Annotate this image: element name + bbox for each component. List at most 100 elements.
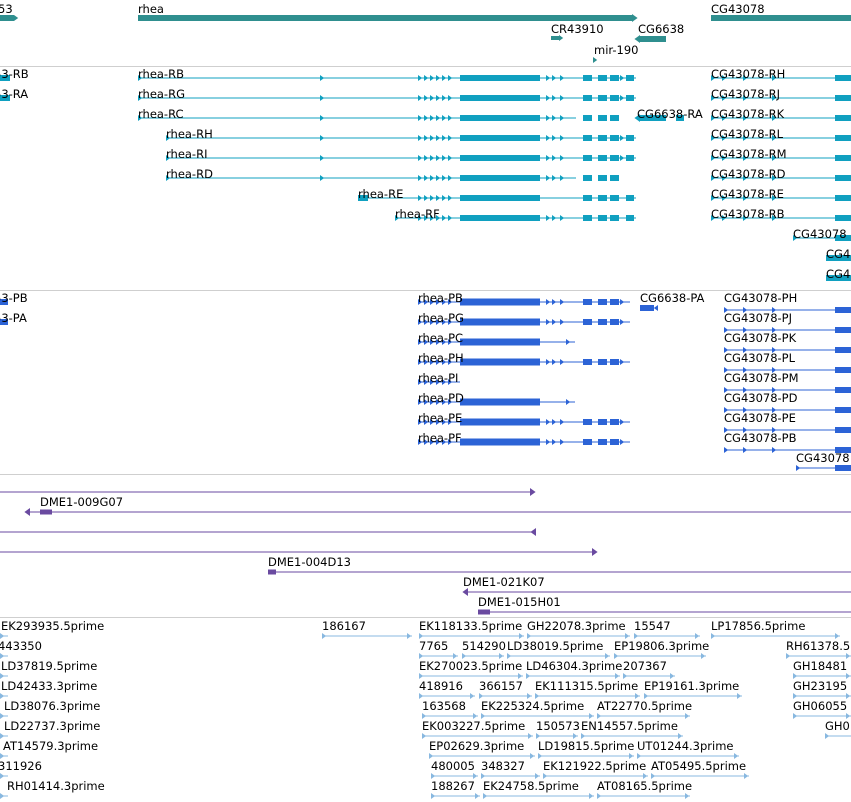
est-label[interactable]: RH61378.5 bbox=[786, 639, 851, 653]
transcript-label[interactable]: rhea-RI bbox=[166, 147, 208, 161]
est-label[interactable]: 186167 bbox=[322, 619, 366, 633]
est-label[interactable]: EK118133.5prime bbox=[419, 619, 523, 633]
transcript-label[interactable]: rhea-RG bbox=[138, 87, 185, 101]
cds-label[interactable]: rhea-PH bbox=[418, 351, 464, 365]
est-label[interactable]: AT22770.5prime bbox=[597, 699, 693, 713]
est-label[interactable]: LD37819.5prime bbox=[1, 659, 98, 673]
cds-label[interactable]: 53-PB bbox=[0, 291, 28, 305]
cds-label[interactable]: 53-PA bbox=[0, 311, 27, 325]
est-label[interactable]: 443350 bbox=[0, 639, 42, 653]
cds-label[interactable]: CG43078-PD bbox=[724, 391, 798, 405]
est-label[interactable]: LD38019.5prime bbox=[507, 639, 604, 653]
est-label[interactable]: GH0 bbox=[825, 719, 850, 733]
cds-label[interactable]: rhea-PC bbox=[418, 331, 464, 345]
est-label[interactable]: GH18481 bbox=[793, 659, 848, 673]
transcript-label[interactable]: rhea-RE bbox=[358, 187, 404, 201]
est-label[interactable]: AT14579.3prime bbox=[3, 739, 99, 753]
est-label[interactable]: EK24758.5prime bbox=[483, 779, 579, 793]
est-label[interactable]: AT08165.5prime bbox=[597, 779, 693, 793]
est-label[interactable]: UT01244.3prime bbox=[637, 739, 734, 753]
transcript-label[interactable]: 53-RA bbox=[0, 87, 29, 101]
est-label[interactable]: 480005 bbox=[431, 759, 475, 773]
cds-label[interactable]: rhea-PD bbox=[418, 391, 464, 405]
transcript-label[interactable]: CG43078-RL bbox=[711, 127, 784, 141]
cds-label[interactable]: CG43078 bbox=[796, 451, 850, 465]
transcript-label[interactable]: rhea-RD bbox=[166, 167, 213, 181]
est-label[interactable]: EP19806.3prime bbox=[614, 639, 710, 653]
transcript-label[interactable]: CG43078-RD bbox=[711, 167, 786, 181]
gene-label[interactable]: 53 bbox=[0, 2, 13, 16]
cds-label[interactable]: rhea-PI bbox=[418, 371, 459, 385]
cds-label[interactable]: CG43078-PK bbox=[724, 331, 797, 345]
cds-label[interactable]: rhea-PF bbox=[418, 431, 462, 445]
est-label[interactable]: LD42433.3prime bbox=[1, 679, 98, 693]
est-label[interactable]: 163568 bbox=[422, 699, 466, 713]
cds-label[interactable]: CG43078-PL bbox=[724, 351, 796, 365]
transcript-label[interactable]: rhea-RH bbox=[166, 127, 213, 141]
est-label[interactable]: EP02629.3prime bbox=[429, 739, 525, 753]
est-label[interactable]: LP17856.5prime bbox=[711, 619, 806, 633]
gene-label[interactable]: CG43078 bbox=[711, 2, 765, 16]
cds-label[interactable]: CG43078-PB bbox=[724, 431, 797, 445]
est-label[interactable]: LD22737.3prime bbox=[4, 719, 101, 733]
transcript-label[interactable]: CG43078-RB bbox=[711, 207, 785, 221]
cds-label[interactable]: CG6638-PA bbox=[640, 291, 705, 305]
transcript-label[interactable]: CG4 bbox=[826, 267, 851, 281]
est-label[interactable]: EK270023.5prime bbox=[419, 659, 523, 673]
transcript-label[interactable]: rhea-RC bbox=[138, 107, 184, 121]
gene-label[interactable]: mir-190 bbox=[594, 43, 639, 57]
transcript-label[interactable]: CG43078-RK bbox=[711, 107, 785, 121]
cds-label[interactable]: rhea-PG bbox=[418, 311, 464, 325]
est-label[interactable]: EK293935.5prime bbox=[1, 619, 105, 633]
est-label[interactable]: LD38076.3prime bbox=[4, 699, 101, 713]
cds-label[interactable]: rhea-PE bbox=[418, 411, 463, 425]
transcript-label[interactable]: CG43078-RJ bbox=[711, 87, 781, 101]
est-label[interactable]: AT05495.5prime bbox=[651, 759, 747, 773]
est-label[interactable]: EK003227.5prime bbox=[422, 719, 526, 733]
gene-label[interactable]: CR43910 bbox=[551, 22, 604, 36]
est-label[interactable]: 7765 bbox=[419, 639, 449, 653]
cds-label[interactable]: CG43078-PH bbox=[724, 291, 798, 305]
transcript-label[interactable]: CG43078-RM bbox=[711, 147, 787, 161]
transcript-label[interactable]: CG43078-RE bbox=[711, 187, 784, 201]
gene-label[interactable]: CG6638 bbox=[638, 22, 685, 36]
est-label[interactable]: EP19161.3prime bbox=[644, 679, 740, 693]
est-label[interactable]: 188267 bbox=[431, 779, 475, 793]
strand-arrow-right-icon bbox=[0, 793, 5, 799]
cds-label[interactable]: CG43078-PE bbox=[724, 411, 796, 425]
est-label[interactable]: 514290 bbox=[462, 639, 506, 653]
transcript-label[interactable]: 53-RB bbox=[0, 67, 29, 81]
transcript-label[interactable]: CG43078-RH bbox=[711, 67, 786, 81]
transcript-label[interactable]: CG43078 bbox=[793, 227, 847, 241]
est-label[interactable]: EK225324.5prime bbox=[481, 699, 585, 713]
est-label[interactable]: 366157 bbox=[479, 679, 523, 693]
strand-arrow-right-icon bbox=[552, 215, 557, 221]
transcript-label[interactable]: CG4 bbox=[826, 247, 851, 261]
transcript-label[interactable]: rhea-RB bbox=[138, 67, 184, 81]
est-label[interactable]: LD46304.3prime bbox=[526, 659, 623, 673]
est-label[interactable]: RH01414.3prime bbox=[7, 779, 105, 793]
bac-label[interactable]: DME1-015H01 bbox=[478, 595, 561, 609]
est-label[interactable]: 311926 bbox=[0, 759, 42, 773]
bac-label[interactable]: DME1-004D13 bbox=[268, 555, 351, 569]
est-label[interactable]: GH22078.3prime bbox=[527, 619, 626, 633]
cds-label[interactable]: CG43078-PJ bbox=[724, 311, 793, 325]
est-label[interactable]: EK111315.5prime bbox=[535, 679, 639, 693]
est-label[interactable]: 15547 bbox=[634, 619, 671, 633]
cds-label[interactable]: CG43078-PM bbox=[724, 371, 799, 385]
est-label[interactable]: 348327 bbox=[481, 759, 525, 773]
bac-label[interactable]: DME1-009G07 bbox=[40, 495, 124, 509]
est-label[interactable]: EN14557.5prime bbox=[581, 719, 678, 733]
bac-label[interactable]: DME1-021K07 bbox=[463, 575, 545, 589]
est-label[interactable]: GH06055 bbox=[793, 699, 848, 713]
gene-label[interactable]: rhea bbox=[138, 2, 164, 16]
est-label[interactable]: 150573 bbox=[536, 719, 580, 733]
transcript-label[interactable]: CG6638-RA bbox=[637, 107, 703, 121]
transcript-label[interactable]: rhea-RF bbox=[395, 207, 440, 221]
est-label[interactable]: 418916 bbox=[419, 679, 463, 693]
est-label[interactable]: GH23195 bbox=[793, 679, 848, 693]
est-label[interactable]: LD19815.5prime bbox=[538, 739, 635, 753]
cds-label[interactable]: rhea-PB bbox=[418, 291, 463, 305]
est-label[interactable]: 207367 bbox=[623, 659, 667, 673]
est-label[interactable]: EK121922.5prime bbox=[543, 759, 647, 773]
